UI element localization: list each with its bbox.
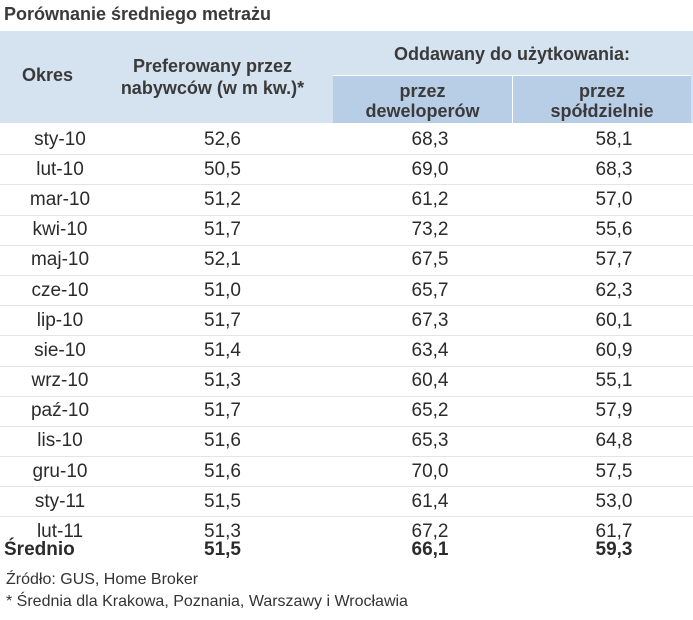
cell-deweloperow: 65,3: [325, 426, 535, 458]
cell-preferowany: 50,5: [120, 154, 325, 186]
table-row: sty-11 51,5 61,4 53,0: [0, 486, 693, 518]
average-deweloperow: 66,1: [411, 539, 449, 560]
cell-preferowany: 51,4: [120, 335, 325, 367]
header-spoldzielnie-line1: przez: [578, 81, 625, 101]
cell-spoldzielnie: 62,3: [535, 275, 693, 307]
cell-okres: mar-10: [0, 184, 120, 216]
table-row: lut-11 51,3 67,2 61,7: [0, 517, 693, 547]
cell-okres: lut-11: [36, 521, 84, 543]
average-spoldzielnie: 59,3: [595, 539, 633, 560]
cell-deweloperow: 73,2: [325, 215, 535, 246]
cell-spoldzielnie: 57,7: [535, 245, 693, 276]
header-preferowany-line1: Preferowany przez: [132, 56, 293, 76]
cell-spoldzielnie: 55,6: [535, 215, 693, 246]
cell-preferowany: 51,5: [120, 486, 325, 518]
cell-deweloperow: 69,0: [325, 154, 535, 186]
average-preferowany: 51,5: [204, 539, 241, 560]
cell-deweloperow: 60,4: [325, 366, 535, 397]
cell-deweloperow: 65,2: [325, 396, 535, 427]
table-row: mar-10 51,2 61,2 57,0: [0, 184, 693, 216]
cell-preferowany: 51,0: [120, 275, 325, 307]
cell-okres: wrz-10: [0, 366, 120, 397]
cell-deweloperow: 68,3: [325, 125, 535, 156]
header-preferowany-line2: nabywców (w m kw.)*: [120, 78, 305, 98]
cell-spoldzielnie: 57,9: [535, 396, 693, 427]
cell-spoldzielnie: 53,0: [535, 486, 693, 518]
cell-okres: sty-10: [0, 125, 120, 156]
table-row: paź-10 51,7 65,2 57,9: [0, 396, 693, 427]
cell-okres: sie-10: [0, 335, 120, 367]
cell-deweloperow: 61,4: [325, 486, 535, 518]
cell-spoldzielnie: 60,1: [535, 305, 693, 337]
cell-spoldzielnie: 57,0: [535, 184, 693, 216]
cell-spoldzielnie: 55,1: [535, 366, 693, 397]
cell-okres: lut-10: [0, 154, 120, 186]
header-deweloperow-line1: przez: [399, 81, 446, 101]
cell-preferowany: 51,3: [204, 521, 241, 543]
header-okres: Okres: [21, 65, 74, 85]
header-oddawany: Oddawany do użytkowania:: [393, 44, 631, 64]
table-row: kwi-10 51,7 73,2 55,6: [0, 215, 693, 246]
table-row: gru-10 51,6 70,0 57,5: [0, 456, 693, 488]
cell-okres: lis-10: [0, 426, 120, 458]
cell-okres: lip-10: [0, 305, 120, 337]
footnote: * Średnia dla Krakowa, Poznania, Warszaw…: [6, 593, 408, 610]
cell-spoldzielnie: 60,9: [535, 335, 693, 367]
cell-okres: gru-10: [0, 456, 120, 488]
table-row: wrz-10 51,3 60,4 55,1: [0, 366, 693, 397]
cell-preferowany: 51,6: [120, 456, 325, 488]
cell-spoldzielnie: 57,5: [535, 456, 693, 488]
table-row: sty-10 52,6 68,3 58,1: [0, 125, 693, 156]
cell-okres: sty-11: [0, 486, 120, 518]
data-table: sty-10 52,6 68,3 58,1 lut-10 50,5 69,0 68,3 mar-…: [0, 125, 693, 547]
average-row: Średnio 51,5 66,1 59,3: [0, 536, 693, 566]
average-label: Średnio: [4, 539, 75, 560]
header-deweloperow-line2: deweloperów: [365, 101, 480, 121]
table-row: lut-10 50,5 69,0 68,3: [0, 154, 693, 186]
cell-spoldzielnie: 61,7: [595, 521, 633, 543]
cell-deweloperow: 63,4: [325, 335, 535, 367]
cell-preferowany: 51,3: [120, 366, 325, 397]
cell-preferowany: 51,6: [120, 426, 325, 458]
cell-preferowany: 51,7: [120, 215, 325, 246]
cell-deweloperow: 67,3: [325, 305, 535, 337]
cell-deweloperow: 67,5: [325, 245, 535, 276]
cell-preferowany: 51,7: [120, 305, 325, 337]
cell-deweloperow: 61,2: [325, 184, 535, 216]
table-header: Okres Preferowany przez nabywców (w m kw…: [0, 31, 693, 123]
cell-spoldzielnie: 58,1: [535, 125, 693, 156]
cell-okres: kwi-10: [0, 215, 120, 246]
cell-preferowany: 52,6: [120, 125, 325, 156]
cell-preferowany: 51,7: [120, 396, 325, 427]
table-row: maj-10 52,1 67,5 57,7: [0, 245, 693, 276]
table-row: lis-10 51,6 65,3 64,8: [0, 426, 693, 458]
cell-preferowany: 51,2: [120, 184, 325, 216]
source-note: Źródło: GUS, Home Broker: [6, 571, 199, 588]
table-row: cze-10 51,0 65,7 62,3: [0, 275, 693, 307]
cell-deweloperow: 65,7: [325, 275, 535, 307]
table-title: Porównanie średniego metrażu: [4, 4, 272, 24]
cell-okres: maj-10: [0, 245, 120, 276]
cell-okres: cze-10: [0, 275, 120, 307]
cell-okres: paź-10: [0, 396, 120, 427]
table-row: sie-10 51,4 63,4 60,9: [0, 335, 693, 367]
cell-deweloperow: 67,2: [411, 521, 449, 543]
cell-spoldzielnie: 68,3: [535, 154, 693, 186]
cell-deweloperow: 70,0: [325, 456, 535, 488]
cell-preferowany: 52,1: [120, 245, 325, 276]
header-spoldzielnie-line2: spółdzielnie: [550, 101, 654, 121]
table-row: lip-10 51,7 67,3 60,1: [0, 305, 693, 337]
cell-spoldzielnie: 64,8: [535, 426, 693, 458]
